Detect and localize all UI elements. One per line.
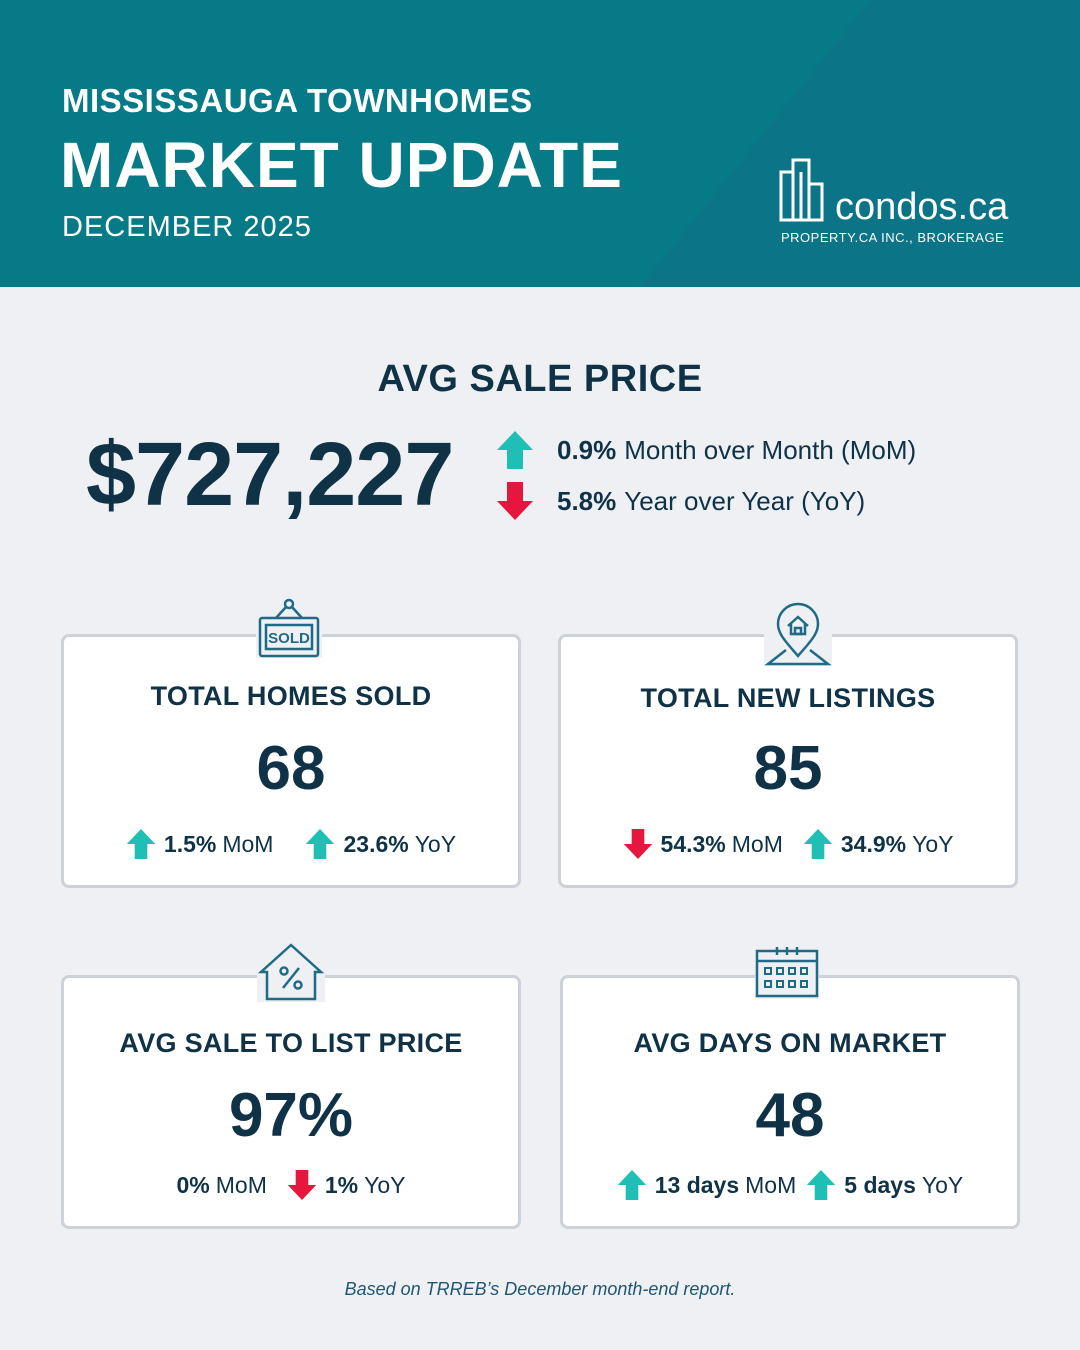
days-on-market-card: AVG DAYS ON MARKET 48 13 days MoM 5 days… (560, 975, 1020, 1229)
svg-text:SOLD: SOLD (268, 630, 310, 647)
buildings-logo-icon (779, 158, 824, 222)
logo-wordmark: condos.ca (835, 186, 1009, 228)
sale-to-list-value: 97% (228, 1081, 354, 1150)
avg-price-mom-row: 0.9% Month over Month (MoM) (497, 431, 916, 469)
house-location-pin-icon (764, 602, 832, 666)
new-listings-title: TOTAL NEW LISTINGS (640, 683, 936, 713)
days-on-market-yoy-label: YoY (921, 1171, 964, 1198)
new-listings-yoy-label: YoY (912, 830, 954, 857)
down-arrow-icon (497, 482, 533, 520)
homes-sold-mom-value: 1.5% (163, 830, 217, 857)
avg-sale-price-value: $727,227 (86, 425, 454, 525)
sale-to-list-mom: 0% MoM (177, 1172, 267, 1199)
new-listings-mom: 54.3% MoM (623, 829, 783, 859)
homes-sold-yoy-label: YoY (414, 830, 457, 857)
up-arrow-icon (497, 431, 533, 469)
homes-sold-value: 68 (256, 734, 326, 803)
new-listings-mom-label: MoM (731, 830, 783, 857)
homes-sold-changes: 1.5% MoM 23.6% YoY (64, 829, 518, 859)
homes-sold-mom-label: MoM (222, 830, 274, 857)
calendar-icon (755, 947, 819, 999)
days-on-market-yoy-value: 5 days (844, 1171, 916, 1198)
header-banner: MISSISSAUGA TOWNHOMES MARKET UPDATE DECE… (0, 0, 1080, 287)
sale-to-list-yoy-value: 1% (324, 1171, 359, 1198)
days-on-market-value: 48 (755, 1081, 825, 1150)
up-arrow-icon (803, 829, 833, 859)
homes-sold-yoy: 23.6% YoY (305, 829, 456, 859)
homes-sold-yoy-value: 23.6% (343, 830, 409, 857)
days-on-market-title: AVG DAYS ON MARKET (633, 1028, 947, 1058)
down-arrow-icon (623, 829, 652, 859)
days-on-market-yoy: 5 days YoY (806, 1170, 963, 1200)
up-arrow-icon (807, 1170, 836, 1200)
sale-to-list-yoy: 1% YoY (287, 1170, 406, 1200)
avg-price-mom-label: Month over Month (MoM) (624, 434, 917, 465)
days-on-market-changes: 13 days MoM 5 days YoY (563, 1170, 1017, 1200)
avg-price-yoy-label: Year over Year (YoY) (624, 485, 866, 516)
days-on-market-mom-label: MoM (745, 1171, 797, 1198)
homes-sold-mom: 1.5% MoM (126, 829, 274, 859)
sale-to-list-card: AVG SALE TO LIST PRICE 97% 0% MoM 1% YoY (61, 975, 521, 1229)
avg-sale-price-title: AVG SALE PRICE (377, 358, 703, 400)
condos-logo: condos.ca PROPERTY.CA INC., BROKERAGE (778, 158, 1028, 248)
new-listings-card: TOTAL NEW LISTINGS 85 54.3% MoM 34.9% Yo… (558, 634, 1018, 888)
new-listings-mom-value: 54.3% (660, 830, 726, 857)
sale-to-list-changes: 0% MoM 1% YoY (64, 1170, 518, 1200)
sale-to-list-title: AVG SALE TO LIST PRICE (119, 1028, 463, 1058)
avg-price-mom-value: 0.9% (557, 434, 617, 465)
new-listings-yoy-value: 34.9% (840, 830, 907, 857)
source-footnote: Based on TRREB’s December month-end repo… (344, 1279, 736, 1299)
logo-brokerage: PROPERTY.CA INC., BROKERAGE (781, 230, 1005, 245)
sale-to-list-mom-value: 0% (176, 1171, 210, 1198)
days-on-market-mom: 13 days MoM (617, 1170, 797, 1200)
days-on-market-mom-value: 13 days (654, 1171, 740, 1198)
new-listings-value: 85 (753, 734, 823, 803)
new-listings-changes: 54.3% MoM 34.9% YoY (561, 829, 1015, 859)
avg-price-yoy-row: 5.8% Year over Year (YoY) (497, 482, 865, 520)
homes-sold-title: TOTAL HOMES SOLD (150, 681, 432, 711)
sale-to-list-mom-label: MoM (215, 1171, 267, 1198)
new-listings-yoy: 34.9% YoY (803, 829, 954, 859)
avg-price-yoy-value: 5.8% (557, 485, 617, 516)
down-arrow-icon (287, 1170, 317, 1200)
up-arrow-icon (306, 829, 335, 859)
header-title: MARKET UPDATE (60, 129, 623, 201)
header-date: DECEMBER 2025 (62, 211, 312, 243)
homes-sold-card: TOTAL HOMES SOLD 68 1.5% MoM 23.6% YoY (61, 634, 521, 888)
house-percent-icon (257, 943, 325, 1002)
sale-to-list-yoy-label: YoY (364, 1171, 406, 1198)
up-arrow-icon (126, 829, 156, 859)
sold-sign-icon: SOLD (256, 598, 322, 658)
up-arrow-icon (617, 1170, 646, 1200)
header-subtitle: MISSISSAUGA TOWNHOMES (62, 82, 533, 119)
